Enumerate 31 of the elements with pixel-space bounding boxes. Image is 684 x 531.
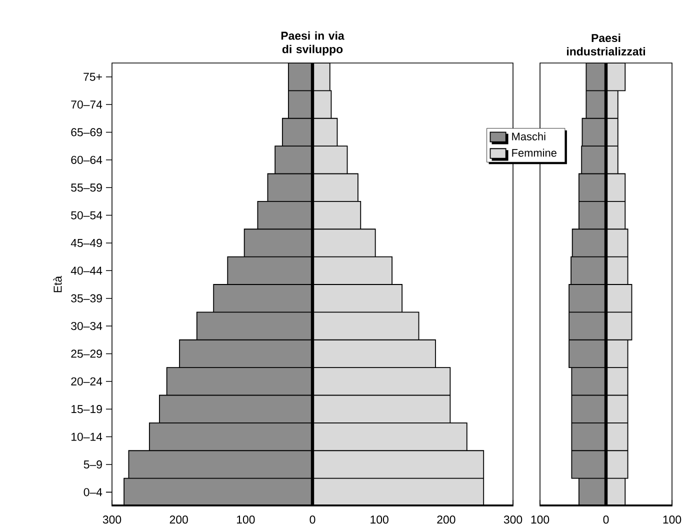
- x-tick-label: 200: [437, 516, 456, 524]
- y-tick-label: 30–34: [71, 322, 102, 330]
- x-tick-label: 100: [663, 516, 682, 524]
- y-tick-label: 0–4: [84, 488, 102, 496]
- y-tick-label: 65–69: [71, 128, 102, 136]
- x-tick-label: 100: [370, 516, 388, 524]
- y-tick-label: 35–39: [71, 294, 102, 302]
- x-tick-label: 100: [236, 516, 255, 524]
- y-tick-label: 75+: [84, 72, 102, 81]
- legend-label: Femmine: [512, 148, 556, 157]
- y-tick-label: 25–29: [71, 350, 102, 358]
- y-tick-label: 40–44: [70, 266, 102, 275]
- chart-title: Paesi in via di sviluppo: [281, 31, 344, 56]
- x-tick-label: 100: [531, 516, 550, 524]
- y-tick-label: 70–74: [71, 100, 102, 109]
- x-tick-label: 200: [170, 516, 188, 524]
- x-tick-label: 0: [603, 516, 609, 524]
- y-tick-label: 55–59: [71, 184, 102, 192]
- chart-title: Paesi industrializzati: [567, 34, 645, 56]
- y-axis-title: Età: [53, 276, 62, 292]
- x-tick-label: 300: [102, 516, 122, 524]
- y-tick-label: 20–24: [71, 377, 102, 386]
- y-tick-label: 60–64: [71, 156, 102, 164]
- y-tick-label: 5–9: [84, 460, 102, 469]
- y-tick-label: 10–14: [71, 432, 102, 441]
- x-tick-label: 300: [504, 516, 522, 524]
- x-tick-label: 0: [310, 516, 316, 524]
- y-tick-label: 15–19: [71, 405, 102, 414]
- y-tick-label: 50–54: [71, 211, 102, 220]
- y-tick-label: 45–49: [70, 238, 102, 248]
- legend-label: Maschi: [512, 132, 546, 140]
